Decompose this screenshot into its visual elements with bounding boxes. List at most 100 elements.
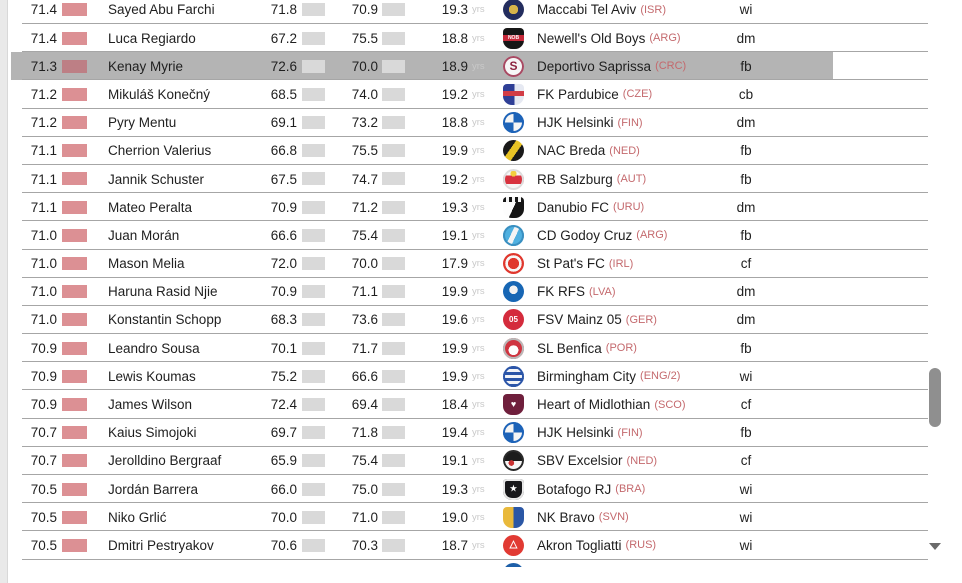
rating-overall: 70.7 [30, 425, 57, 441]
rating-secondary-bar [302, 257, 325, 270]
age-unit-label: yrs [472, 4, 485, 16]
player-name: Mikuláš Konečný [108, 86, 211, 102]
table-row[interactable]: 71.0 Mason Melia 72.0 70.0 17.9 yrs St P… [11, 250, 928, 278]
rating-tertiary-bar [382, 369, 405, 383]
rating-tertiary: 71.2 [351, 199, 378, 215]
age-unit-label: yrs [472, 88, 485, 100]
table-row[interactable]: 71.3 Kenay Myrie 72.6 70.0 18.9 yrs S De… [11, 52, 928, 81]
age-unit-label: yrs [472, 511, 485, 523]
club-cell: SBV Excelsior (NED) [537, 447, 757, 475]
club-cell: FK RFS (LVA) [537, 278, 757, 306]
rating-tertiary-bar [382, 313, 405, 327]
rating-overall: 70.5 [30, 509, 57, 525]
table-row[interactable]: 71.2 Pyry Mentu 69.1 73.2 18.8 yrs HJK H… [11, 109, 928, 137]
rating-secondary: 69.1 [270, 115, 297, 131]
club-name: Akron Togliatti [537, 537, 622, 553]
rating-overall-bar [62, 341, 87, 355]
player-position: cf [740, 397, 752, 413]
rating-tertiary-bar [382, 341, 405, 355]
rating-overall-bar [62, 200, 87, 214]
rating-secondary-bar [302, 454, 325, 468]
rating-secondary: 70.1 [270, 340, 297, 356]
table-row[interactable]: 71.0 Juan Morán 66.6 75.4 19.1 yrs CD Go… [11, 221, 928, 250]
rating-tertiary: 71.1 [351, 284, 378, 300]
rating-tertiary-bar [382, 397, 405, 411]
club-cell: FK Pardubice (CZE) [537, 80, 757, 108]
rating-secondary-bar [302, 369, 325, 383]
rating-secondary: 75.2 [270, 368, 297, 384]
club-badge-icon [503, 281, 524, 303]
player-age: 19.9 [441, 284, 468, 300]
club-badge-icon [503, 168, 524, 190]
rating-overall: 71.3 [30, 58, 57, 74]
rating-overall-bar [62, 313, 87, 327]
club-name: Birmingham City [537, 368, 637, 384]
table-row[interactable]: 71.2 Mikuláš Konečný 68.5 74.0 19.2 yrs … [11, 80, 928, 109]
table-row-partial[interactable] [11, 560, 928, 567]
player-name: Jannik Schuster [108, 171, 205, 187]
club-country-code: (ARG) [636, 229, 668, 242]
player-age: 18.7 [441, 537, 468, 553]
table-row[interactable]: 71.1 Mateo Peralta 70.9 71.2 19.3 yrs Da… [11, 193, 928, 222]
table-row[interactable]: 71.1 Jannik Schuster 67.5 74.7 19.2 yrs … [11, 165, 928, 194]
age-unit-label: yrs [472, 427, 485, 439]
scrollbar-thumb[interactable] [929, 368, 941, 427]
table-row[interactable]: 70.5 Jordán Barrera 66.0 75.0 19.3 yrs ★… [11, 475, 928, 504]
table-row[interactable]: 70.9 Lewis Koumas 75.2 66.6 19.9 yrs Bir… [11, 362, 928, 391]
table-row[interactable]: 71.0 Konstantin Schopp 68.3 73.6 19.6 yr… [11, 306, 928, 335]
rating-secondary-bar [302, 510, 325, 524]
rating-tertiary: 70.0 [351, 58, 378, 74]
scrollbar-down-arrow-icon[interactable] [929, 543, 941, 550]
club-badge-icon [503, 450, 524, 472]
club-name: HJK Helsinki [537, 425, 614, 441]
table-row[interactable]: 71.1 Cherrion Valerius 66.8 75.5 19.9 yr… [11, 137, 928, 166]
rating-secondary: 67.2 [270, 30, 297, 46]
table-row[interactable]: 71.4 Sayed Abu Farchi 71.8 70.9 19.3 yrs… [11, 0, 928, 25]
player-name: James Wilson [108, 397, 193, 413]
club-name: CD Godoy Cruz [537, 227, 633, 243]
rating-tertiary-bar [382, 172, 405, 186]
table-row[interactable]: 71.0 Haruna Rasid Njie 70.9 71.1 19.9 yr… [11, 278, 928, 307]
table-row[interactable]: 70.9 James Wilson 72.4 69.4 18.4 yrs ♥ H… [11, 390, 928, 419]
age-unit-label: yrs [472, 539, 485, 551]
rating-tertiary: 75.5 [351, 30, 378, 46]
club-cell: NK Bravo (SVN) [537, 503, 757, 531]
club-name: FK RFS [537, 284, 586, 300]
rating-overall-bar [62, 172, 87, 186]
rating-tertiary: 75.5 [351, 143, 378, 159]
club-cell: Botafogo RJ (BRA) [537, 475, 757, 503]
club-name: Newell's Old Boys [537, 30, 646, 46]
rating-overall: 71.4 [30, 30, 57, 46]
age-unit-label: yrs [472, 145, 485, 157]
table-row[interactable]: 70.5 Dmitri Pestryakov 70.6 70.3 18.7 yr… [11, 531, 928, 560]
rating-overall: 71.1 [30, 171, 57, 187]
player-name: Dmitri Pestryakov [108, 537, 214, 553]
club-name: RB Salzburg [537, 171, 613, 187]
player-position: wi [739, 481, 753, 497]
table-row[interactable]: 71.4 Luca Regiardo 67.2 75.5 18.8 yrs NO… [11, 24, 928, 53]
player-name: Niko Grlić [108, 509, 167, 525]
rating-overall-bar [62, 285, 87, 299]
rating-overall-bar [62, 116, 87, 130]
rating-secondary: 68.5 [270, 86, 297, 102]
age-unit-label: yrs [472, 314, 485, 326]
player-position: wi [739, 368, 753, 384]
table-row[interactable]: 70.9 Leandro Sousa 70.1 71.7 19.9 yrs SL… [11, 334, 928, 363]
club-name: FSV Mainz 05 [537, 312, 622, 328]
table-row[interactable]: 70.5 Niko Grlić 70.0 71.0 19.0 yrs NK Br… [11, 503, 928, 532]
rating-secondary: 70.9 [270, 284, 297, 300]
club-badge-icon: S [503, 55, 524, 77]
rating-overall-bar [62, 369, 87, 383]
player-name: Pyry Mentu [108, 115, 177, 131]
table-row[interactable]: 70.7 Kaius Simojoki 69.7 71.8 19.4 yrs H… [11, 419, 928, 448]
rating-tertiary-bar [382, 31, 405, 45]
table-row[interactable]: 70.7 Jerolldino Bergraaf 65.9 75.4 19.1 … [11, 447, 928, 476]
rating-overall-bar [62, 59, 87, 73]
club-cell: RB Salzburg (AUT) [537, 165, 757, 193]
club-badge-icon [503, 337, 524, 359]
player-position: fb [740, 425, 752, 441]
player-age: 19.2 [441, 86, 468, 102]
club-badge-icon [503, 365, 524, 387]
club-country-code: (NED) [626, 454, 658, 467]
player-age: 19.9 [441, 143, 468, 159]
